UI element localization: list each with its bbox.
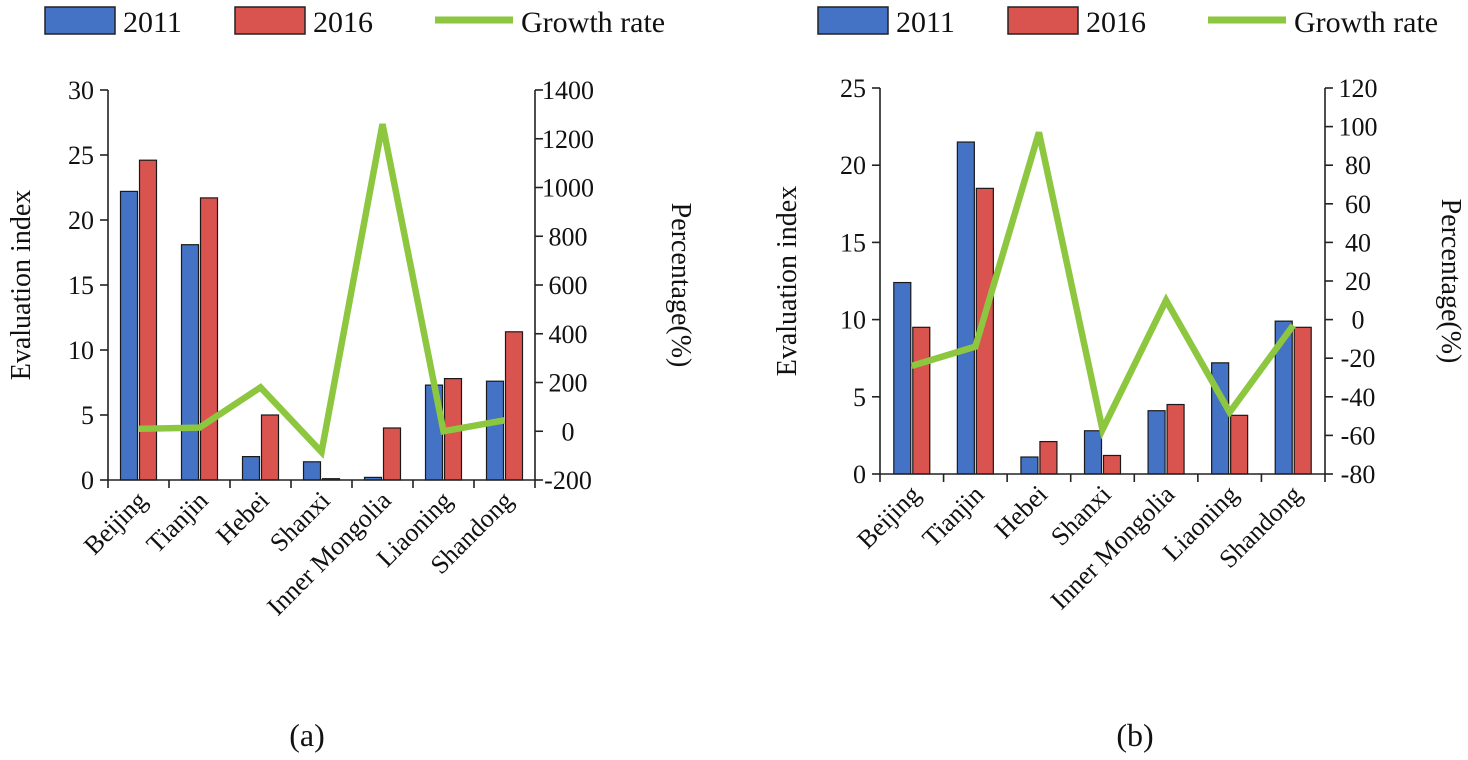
y-tick-label: 25 bbox=[840, 74, 866, 103]
bar-2016-hebei bbox=[1039, 440, 1058, 475]
y2-tick-label: 120 bbox=[1339, 74, 1378, 103]
y2-tick-label: 200 bbox=[549, 369, 588, 398]
y-tick-label: 20 bbox=[840, 151, 866, 180]
y2-tick-label: 400 bbox=[549, 320, 588, 349]
bar-2016-tianjin bbox=[199, 197, 219, 481]
bar-2016-liaoning bbox=[1230, 414, 1249, 475]
x-tick-label: Tianjin bbox=[141, 486, 214, 559]
y2-tick-label: -60 bbox=[1341, 421, 1376, 450]
y-tick-label: 0 bbox=[853, 460, 866, 489]
y2-tick-label: -20 bbox=[1341, 344, 1376, 373]
bar-2011-hebei bbox=[1020, 456, 1039, 475]
y2-tick-label: 0 bbox=[562, 417, 575, 446]
bar-2011-shanxi bbox=[1083, 430, 1103, 475]
y2-tick-label: 60 bbox=[1345, 190, 1371, 219]
y-tick-label: 10 bbox=[840, 306, 866, 335]
x-tick-label: Hebei bbox=[989, 480, 1053, 544]
y-tick-label: 20 bbox=[68, 206, 94, 235]
x-tick-label: Tianjin bbox=[917, 480, 990, 553]
legend-label: Growth rate bbox=[521, 6, 665, 39]
y2-axis-title: Percentage(%) bbox=[665, 203, 696, 368]
bar-2011-tianjin bbox=[956, 141, 975, 475]
y-tick-label: 15 bbox=[68, 271, 94, 300]
y2-tick-label: -200 bbox=[544, 466, 592, 495]
bar-2011-hebei bbox=[241, 456, 261, 481]
legend-label: 2016 bbox=[313, 6, 373, 39]
bar-2011-shanxi bbox=[302, 461, 322, 481]
y2-tick-label: 1000 bbox=[542, 174, 594, 203]
legend-label: 2016 bbox=[1086, 6, 1146, 39]
x-tick-label: Hebei bbox=[210, 486, 274, 550]
y-tick-label: 5 bbox=[853, 383, 866, 412]
legend: 2011 2016 Growth rate bbox=[817, 6, 1438, 39]
y2-tick-label: 80 bbox=[1345, 151, 1371, 180]
bar-2016-shanxi bbox=[1102, 454, 1122, 475]
y2-tick-label: -80 bbox=[1341, 460, 1376, 489]
bar-2016-inner-mongolia bbox=[1166, 403, 1185, 475]
bar-2011-shandong bbox=[485, 380, 505, 481]
y-tick-label: 5 bbox=[81, 401, 94, 430]
legend: 2011 2016 Growth rate bbox=[44, 6, 665, 39]
y2-tick-label: 800 bbox=[549, 222, 588, 251]
legend-swatch-2016 bbox=[1007, 6, 1079, 35]
bar-2011-beijing bbox=[893, 281, 912, 475]
y2-tick-label: 0 bbox=[1352, 306, 1365, 335]
panel-caption: (a) bbox=[289, 717, 325, 753]
y-tick-label: 0 bbox=[81, 466, 94, 495]
y-tick-label: 25 bbox=[68, 141, 94, 170]
y2-tick-label: -40 bbox=[1341, 383, 1376, 412]
bar-2011-inner-mongolia bbox=[1147, 410, 1166, 475]
chart-panel-a: 2011 2016 Growth rate 0 5 10 15 20 25 30 -200 0 200 4… bbox=[6, 6, 696, 753]
panel-caption: (b) bbox=[1116, 717, 1153, 753]
y2-tick-label: 100 bbox=[1339, 113, 1378, 142]
y2-tick-label: 600 bbox=[549, 271, 588, 300]
y2-tick-label: 1400 bbox=[542, 76, 594, 105]
y2-tick-label: 1200 bbox=[542, 125, 594, 154]
x-tick-label: Beijing bbox=[851, 480, 926, 555]
bar-2011-tianjin bbox=[180, 244, 200, 481]
y-tick-label: 30 bbox=[68, 76, 94, 105]
bar-2016-shandong bbox=[1293, 326, 1312, 475]
bar-2016-inner-mongolia bbox=[382, 427, 402, 481]
legend-swatch-2011 bbox=[44, 6, 116, 35]
bar-2016-beijing bbox=[912, 326, 931, 475]
y-tick-label: 10 bbox=[68, 336, 94, 365]
bar-2011-beijing bbox=[119, 190, 139, 481]
y2-tick-label: 40 bbox=[1345, 228, 1371, 257]
legend-label: 2011 bbox=[896, 6, 955, 39]
x-tick-label: Beijing bbox=[78, 486, 153, 561]
y-axis-title: Evaluation index bbox=[772, 186, 803, 377]
bar-2016-shandong bbox=[504, 331, 524, 481]
y-axis-title: Evaluation index bbox=[6, 190, 37, 381]
y-tick-label: 15 bbox=[840, 228, 866, 257]
legend-label: 2011 bbox=[123, 6, 182, 39]
legend-label: Growth rate bbox=[1294, 6, 1438, 39]
chart-panel-b: 2011 2016 Growth rate 0 5 10 15 20 25 -80 -60 -40 -2… bbox=[772, 6, 1466, 753]
bar-2016-beijing bbox=[138, 159, 158, 481]
legend-swatch-2016 bbox=[234, 6, 306, 35]
y2-axis-title: Percentage(%) bbox=[1435, 199, 1466, 364]
legend-swatch-2011 bbox=[817, 6, 889, 35]
bar-2016-hebei bbox=[260, 414, 280, 481]
y2-tick-label: 20 bbox=[1345, 267, 1371, 296]
